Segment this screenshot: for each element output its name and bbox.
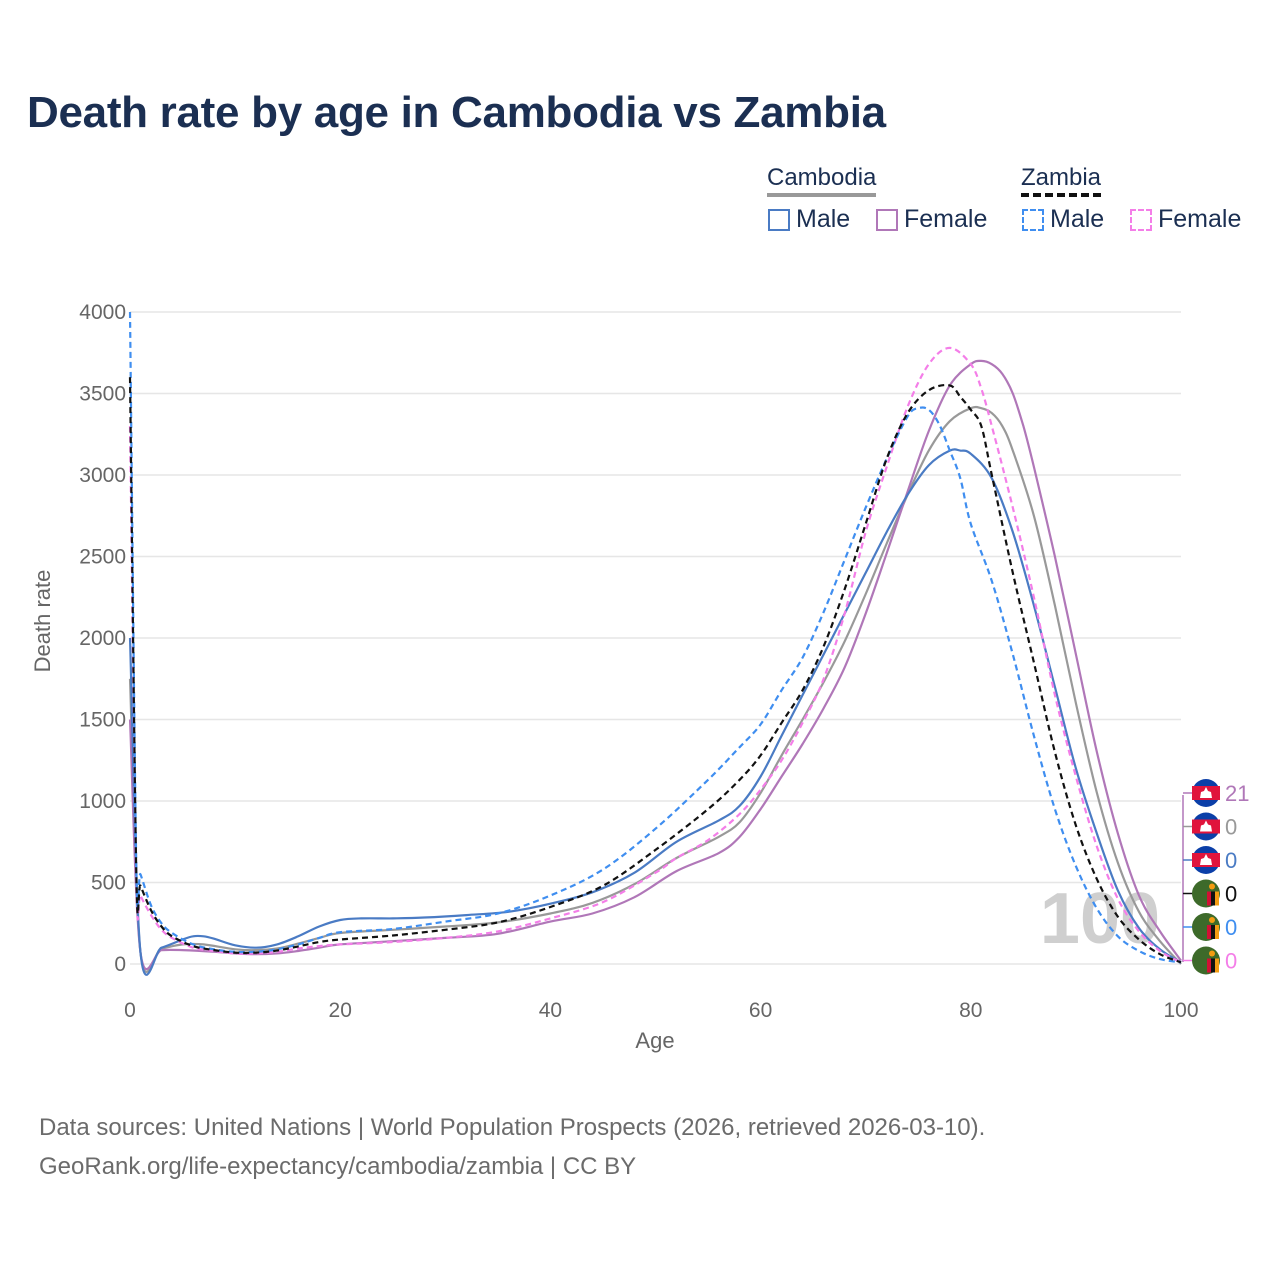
y-axis-label: Death rate [30,570,55,673]
temple-icon [1200,820,1212,832]
zambia-stripe-orange [1215,958,1219,973]
zambia-stripe-red [1207,891,1211,906]
x-tick-label: 40 [539,999,562,1022]
end-label-value: 0 [1225,848,1237,873]
zambia-stripe-red [1207,958,1211,973]
series-line-zambia-total[interactable] [128,377,1182,964]
x-tick-label: 80 [959,999,982,1022]
legend-swatch-cambodia-female [876,208,898,231]
eagle-icon [1209,950,1215,957]
end-labels: 21 0 0 0 0 0 [1182,779,1249,975]
eagle-icon [1209,917,1215,923]
zambia-stripe-black [1211,958,1215,973]
series-line-cambodia-total[interactable] [128,405,1182,973]
year-watermark: 100 [1040,879,1160,959]
end-label-value: 0 [1225,815,1237,840]
end-label-cambodia-male[interactable]: 0 [1183,846,1237,874]
y-tick-label: 1000 [79,790,126,813]
series-line-cambodia-male[interactable] [128,448,1182,976]
x-tick-label: 60 [749,999,772,1022]
y-tick-label: 500 [91,872,126,895]
zambia-stripe-black [1211,925,1215,939]
end-label-value: 21 [1225,781,1249,806]
y-tick-label: 3500 [79,383,126,406]
eagle-icon [1209,883,1215,890]
end-label-cambodia-female[interactable]: 21 [1183,779,1249,807]
y-tick-label: 2500 [79,546,126,569]
end-label-zambia-male[interactable]: 0 [1183,913,1237,941]
y-tick-label: 3000 [79,464,126,487]
source-line-2[interactable]: GeoRank.org/life-expectancy/cambodia/zam… [39,1153,637,1180]
series-lines [128,311,1182,976]
x-tick-label: 0 [124,999,136,1022]
chart-title: Death rate by age in Cambodia vs Zambia [27,88,886,137]
zambia-stripe-red [1207,925,1211,939]
x-tick-label: 20 [329,999,352,1022]
source-note: Data sources: United Nations | World Pop… [39,1108,985,1186]
end-label-value: 0 [1225,882,1237,907]
x-tick-label: 100 [1163,999,1198,1022]
legend-item-cambodia-male[interactable]: Male [768,205,850,234]
temple-icon [1200,854,1212,865]
series-line-zambia-female[interactable] [128,346,1182,964]
grid [130,311,1181,965]
axis-ticks: 0 500 1000 1500 2000 2500 3000 3500 4000 0 20 40 60 8… [79,301,1198,1022]
series-line-cambodia-female[interactable] [128,359,1182,971]
legend-group-cambodia[interactable]: Cambodia [767,164,877,197]
source-line-1: Data sources: United Nations | World Pop… [39,1114,986,1141]
legend-item-zambia-female[interactable]: Female [1130,205,1241,234]
zambia-stripe-orange [1215,891,1219,906]
legend-item-cambodia-female[interactable]: Female [876,205,987,234]
zambia-stripe-black [1211,891,1215,906]
zambia-stripe-orange [1215,925,1219,939]
legend-zambia-underline [1021,193,1102,197]
legend-swatch-zambia-male [1022,208,1044,231]
y-tick-label: 4000 [79,301,126,324]
y-tick-label: 2000 [79,627,126,650]
legend-swatch-cambodia-male [768,208,790,231]
legend-group-zambia[interactable]: Zambia [1021,164,1102,197]
y-tick-label: 0 [114,953,126,976]
end-label-zambia-female[interactable]: 0 [1183,946,1237,975]
end-label-value: 0 [1225,949,1237,974]
temple-icon [1200,787,1212,798]
legend-cambodia-underline [767,193,877,197]
series-line-zambia-male[interactable] [128,311,1182,964]
end-label-value: 0 [1225,915,1237,940]
end-label-zambia-total[interactable]: 0 [1183,879,1237,908]
y-tick-label: 1500 [79,709,126,732]
end-label-cambodia-total[interactable]: 0 [1183,812,1237,841]
legend-item-zambia-male[interactable]: Male [1022,205,1104,234]
legend-swatch-zambia-female [1130,208,1152,231]
x-axis-label: Age [635,1028,674,1053]
